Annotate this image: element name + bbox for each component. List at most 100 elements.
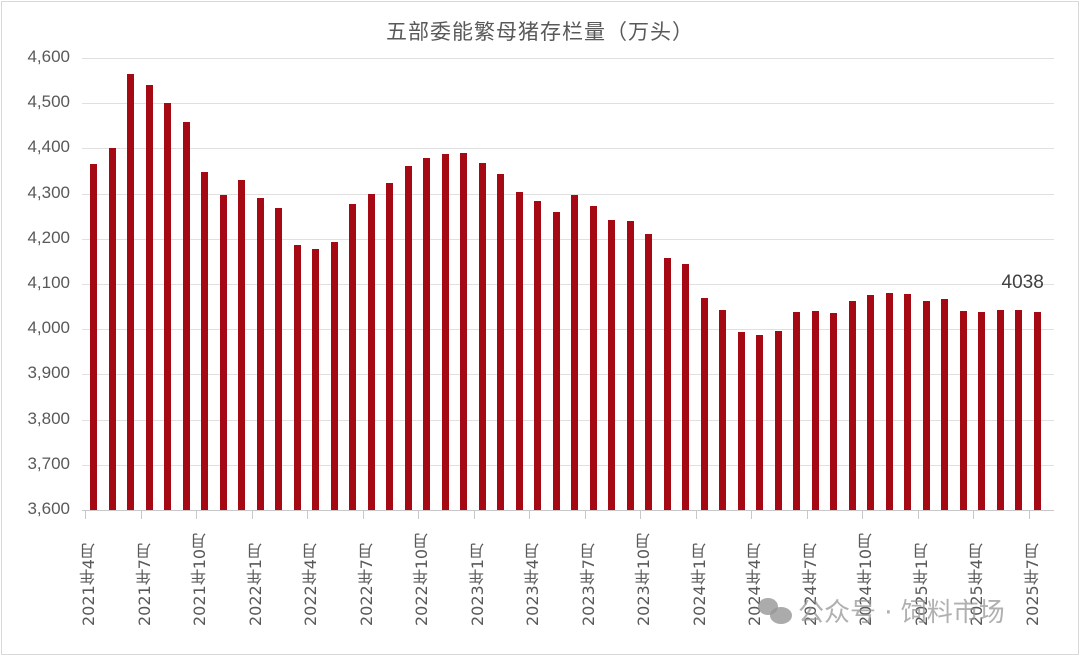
gridline — [82, 148, 1054, 149]
bar — [571, 194, 578, 510]
watermark: 公众号 · 饲料市场 — [758, 592, 1005, 629]
x-tick-label: 2022年7月 — [356, 543, 376, 626]
bar — [996, 310, 1004, 510]
bar — [404, 166, 412, 510]
bar — [552, 212, 560, 510]
y-tick-label: 4,500 — [27, 92, 70, 111]
bar — [978, 312, 985, 510]
bar — [774, 331, 782, 510]
bar — [127, 74, 134, 510]
data-label: 4038 — [1001, 272, 1044, 294]
bar — [145, 84, 153, 510]
bar — [941, 298, 948, 510]
bar — [682, 264, 689, 510]
x-tick-label: 2022年10月 — [412, 532, 431, 626]
x-tick — [140, 510, 142, 519]
gridline — [82, 374, 1054, 375]
x-tick — [640, 510, 641, 519]
bar — [108, 148, 116, 510]
bar — [811, 311, 819, 510]
gridline — [82, 465, 1054, 466]
gridline — [82, 103, 1054, 104]
x-tick-label: 2024年1月 — [689, 543, 709, 626]
bar — [423, 158, 430, 510]
x-tick — [362, 510, 364, 519]
x-tick-label: 2021年4月 — [79, 543, 98, 626]
bar — [700, 298, 708, 510]
x-tick — [251, 510, 253, 519]
bar — [460, 152, 467, 510]
bar — [293, 245, 301, 510]
x-tick-label: 2025年7月 — [1022, 543, 1042, 626]
gridline — [82, 239, 1054, 240]
bar — [830, 312, 837, 510]
x-tick — [751, 510, 752, 519]
wechat-icon — [758, 597, 792, 624]
bar — [90, 163, 97, 510]
x-tick — [862, 510, 863, 519]
bar — [478, 163, 486, 510]
bar — [959, 311, 967, 510]
bar — [922, 301, 930, 510]
bar — [201, 171, 208, 510]
bar — [719, 309, 726, 510]
bar — [441, 154, 449, 510]
bar — [663, 257, 671, 510]
x-axis-line — [82, 510, 1054, 511]
bar — [164, 103, 171, 510]
x-tick — [1028, 510, 1030, 519]
x-tick — [973, 510, 974, 519]
x-tick — [196, 510, 197, 519]
x-tick-label: 2023年7月 — [578, 543, 598, 626]
bar — [386, 183, 393, 510]
y-tick-label: 3,700 — [27, 454, 70, 473]
x-tick-label: 2021年10月 — [190, 532, 209, 626]
x-tick — [917, 510, 919, 519]
bar — [238, 180, 245, 510]
y-tick-label: 3,900 — [27, 363, 70, 382]
y-tick-label: 4,100 — [27, 273, 70, 292]
x-tick — [529, 510, 530, 519]
x-tick-label: 2022年4月 — [301, 543, 320, 626]
bar — [534, 201, 541, 510]
gridline — [82, 284, 1054, 285]
x-tick-label: 2023年10月 — [634, 532, 653, 626]
y-tick-label: 4,400 — [27, 137, 70, 156]
bar — [737, 332, 745, 510]
gridline — [82, 329, 1054, 330]
bar — [589, 206, 597, 510]
y-tick-label: 3,600 — [27, 499, 70, 518]
x-tick-label: 2023年4月 — [523, 543, 542, 626]
bar — [867, 294, 874, 510]
bar — [848, 301, 856, 510]
y-tick-label: 3,800 — [27, 409, 70, 428]
x-tick — [307, 510, 308, 519]
x-tick — [85, 510, 86, 519]
bar — [312, 249, 319, 510]
x-tick-label: 2022年1月 — [245, 543, 265, 626]
y-tick-label: 4,000 — [27, 318, 70, 337]
bar — [275, 208, 282, 510]
chart-title: 五部委能繁母猪存栏量（万头） — [386, 20, 694, 44]
bar — [608, 220, 615, 510]
bar — [330, 242, 338, 510]
y-tick-label: 4,300 — [27, 183, 70, 202]
bar — [904, 293, 911, 510]
y-tick-label: 4,600 — [27, 47, 70, 66]
bar — [793, 312, 800, 510]
x-tick-label: 2023年1月 — [467, 543, 487, 626]
x-tick — [584, 510, 586, 519]
gridline — [82, 58, 1054, 59]
bar — [515, 192, 523, 510]
watermark-text: 公众号 · 饲料市场 — [798, 598, 1005, 628]
x-tick — [695, 510, 697, 519]
gridline — [82, 194, 1054, 195]
bar — [885, 292, 893, 510]
bar — [756, 335, 763, 510]
bar — [256, 198, 264, 510]
bar — [182, 122, 190, 510]
bar — [645, 234, 652, 510]
bar — [1015, 309, 1022, 510]
x-tick — [473, 510, 475, 519]
bar — [626, 221, 634, 510]
